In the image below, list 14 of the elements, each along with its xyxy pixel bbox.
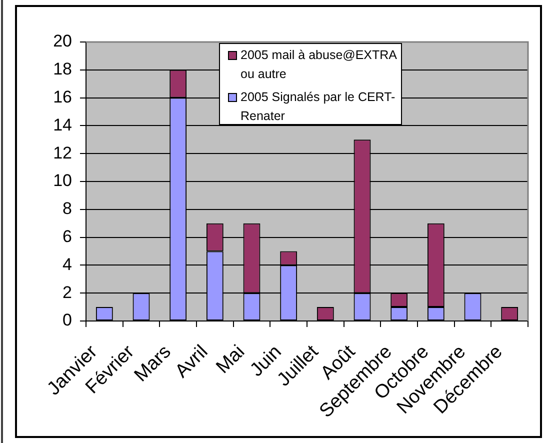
legend-label: 2005 Signalés par le CERT-Renater [240, 89, 396, 125]
y-tick-label: 8 [62, 199, 72, 218]
y-tick-label: 6 [62, 226, 72, 246]
y-tick-label: 0 [62, 310, 72, 330]
legend-label: 2005 mail à abuse@EXTRA ou autre [240, 47, 398, 83]
y-tick-label: 12 [53, 143, 72, 162]
x-tick-label: Mai [212, 341, 249, 378]
y-tick-label: 14 [53, 115, 72, 134]
y-tick-label: 20 [53, 32, 72, 51]
y-tick-label: 16 [53, 87, 72, 106]
y-tick-label: 18 [53, 60, 72, 79]
y-tick-label: 10 [53, 171, 72, 190]
y-tick-label: 4 [62, 254, 72, 274]
y-tick-label: 2 [62, 282, 72, 302]
